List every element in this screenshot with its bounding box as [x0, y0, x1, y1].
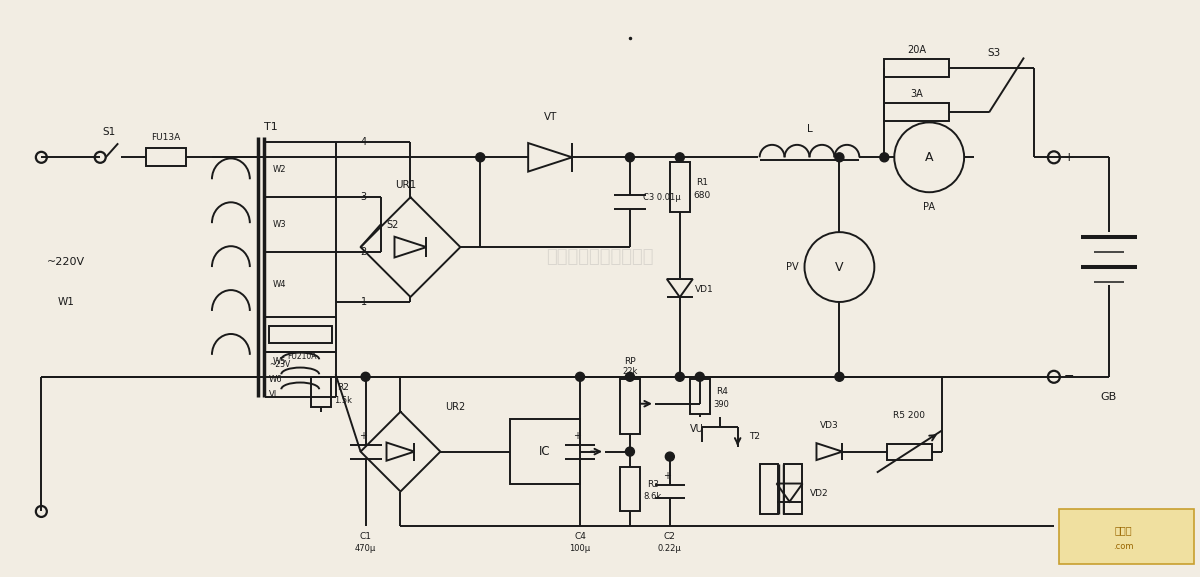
- Text: GB: GB: [1100, 392, 1117, 402]
- Text: UR1: UR1: [395, 180, 416, 190]
- Text: R1: R1: [696, 178, 708, 187]
- Text: 8.6k: 8.6k: [643, 493, 662, 501]
- Circle shape: [625, 447, 635, 456]
- Bar: [146, 148, 186, 166]
- Circle shape: [665, 452, 674, 461]
- Circle shape: [676, 372, 684, 381]
- Text: 机械智睿科技有限公司: 机械智睿科技有限公司: [546, 248, 654, 266]
- Text: A: A: [925, 151, 934, 164]
- Circle shape: [625, 372, 635, 381]
- Text: C1: C1: [360, 532, 372, 541]
- Bar: [884, 58, 949, 77]
- Text: L: L: [806, 125, 812, 134]
- Text: T1: T1: [264, 122, 277, 132]
- Text: FU13A: FU13A: [151, 133, 181, 142]
- Bar: [311, 377, 331, 407]
- Circle shape: [835, 372, 844, 381]
- Text: 100μ: 100μ: [570, 544, 590, 553]
- Text: ~220V: ~220V: [47, 257, 85, 267]
- Circle shape: [835, 153, 844, 162]
- Bar: [1058, 509, 1194, 564]
- Circle shape: [361, 372, 370, 381]
- Text: W3: W3: [272, 220, 287, 229]
- Text: IC: IC: [539, 445, 551, 458]
- Bar: [690, 379, 709, 414]
- Text: RP: RP: [624, 357, 636, 366]
- Text: 20A: 20A: [907, 44, 926, 55]
- Bar: [884, 103, 949, 121]
- Text: W1: W1: [58, 297, 74, 307]
- Text: 3: 3: [360, 192, 367, 202]
- Text: 1.5k: 1.5k: [334, 396, 352, 405]
- Text: PA: PA: [923, 202, 935, 212]
- Text: .com: .com: [1114, 542, 1134, 551]
- Text: C4: C4: [574, 532, 586, 541]
- Text: 470μ: 470μ: [355, 544, 376, 553]
- Text: S2: S2: [386, 220, 398, 230]
- Text: VD2: VD2: [810, 489, 829, 498]
- Circle shape: [676, 153, 684, 162]
- Text: VD3: VD3: [820, 421, 839, 430]
- Circle shape: [475, 153, 485, 162]
- Text: UR2: UR2: [445, 402, 466, 412]
- Text: 2: 2: [360, 247, 367, 257]
- Bar: [760, 464, 778, 514]
- Bar: [670, 162, 690, 212]
- Text: VD1: VD1: [695, 286, 714, 294]
- Text: S1: S1: [102, 128, 116, 137]
- Text: +: +: [574, 430, 581, 441]
- Circle shape: [576, 372, 584, 381]
- Bar: [620, 379, 640, 434]
- Text: V: V: [835, 261, 844, 273]
- Text: ~23V: ~23V: [269, 360, 290, 369]
- Text: 22k: 22k: [623, 368, 637, 376]
- Text: W4: W4: [272, 280, 287, 289]
- Text: +: +: [1063, 151, 1074, 164]
- Text: +: +: [359, 430, 366, 441]
- Bar: [887, 444, 931, 460]
- Text: 680: 680: [694, 191, 710, 200]
- Text: C3 0.01μ: C3 0.01μ: [643, 193, 680, 202]
- Text: VU: VU: [690, 424, 703, 434]
- Text: W2: W2: [272, 165, 287, 174]
- Text: 1: 1: [360, 297, 367, 307]
- Text: W5: W5: [272, 357, 287, 366]
- Text: −: −: [1063, 370, 1074, 383]
- Text: VL: VL: [269, 389, 280, 399]
- Circle shape: [625, 153, 635, 162]
- Text: FU210A: FU210A: [288, 352, 317, 361]
- Circle shape: [880, 153, 889, 162]
- Text: 390: 390: [714, 400, 730, 409]
- Circle shape: [695, 372, 704, 381]
- Text: VT: VT: [544, 113, 557, 122]
- Text: +: +: [662, 471, 671, 481]
- Text: 4: 4: [360, 137, 367, 147]
- Text: S3: S3: [988, 47, 1001, 58]
- Text: PV: PV: [786, 262, 799, 272]
- Text: R4: R4: [715, 387, 727, 396]
- Text: R2: R2: [337, 383, 348, 392]
- Text: 3A: 3A: [911, 89, 923, 99]
- Text: T2: T2: [749, 432, 760, 441]
- Text: R5 200: R5 200: [893, 411, 925, 420]
- Bar: [269, 326, 331, 343]
- Text: 0.22μ: 0.22μ: [658, 544, 682, 553]
- Bar: [510, 419, 580, 484]
- Bar: [784, 464, 802, 514]
- Text: C2: C2: [664, 532, 676, 541]
- Bar: [620, 467, 640, 511]
- Text: W6: W6: [269, 375, 282, 384]
- Text: 接线图: 接线图: [1115, 526, 1133, 535]
- Text: R3: R3: [647, 479, 659, 489]
